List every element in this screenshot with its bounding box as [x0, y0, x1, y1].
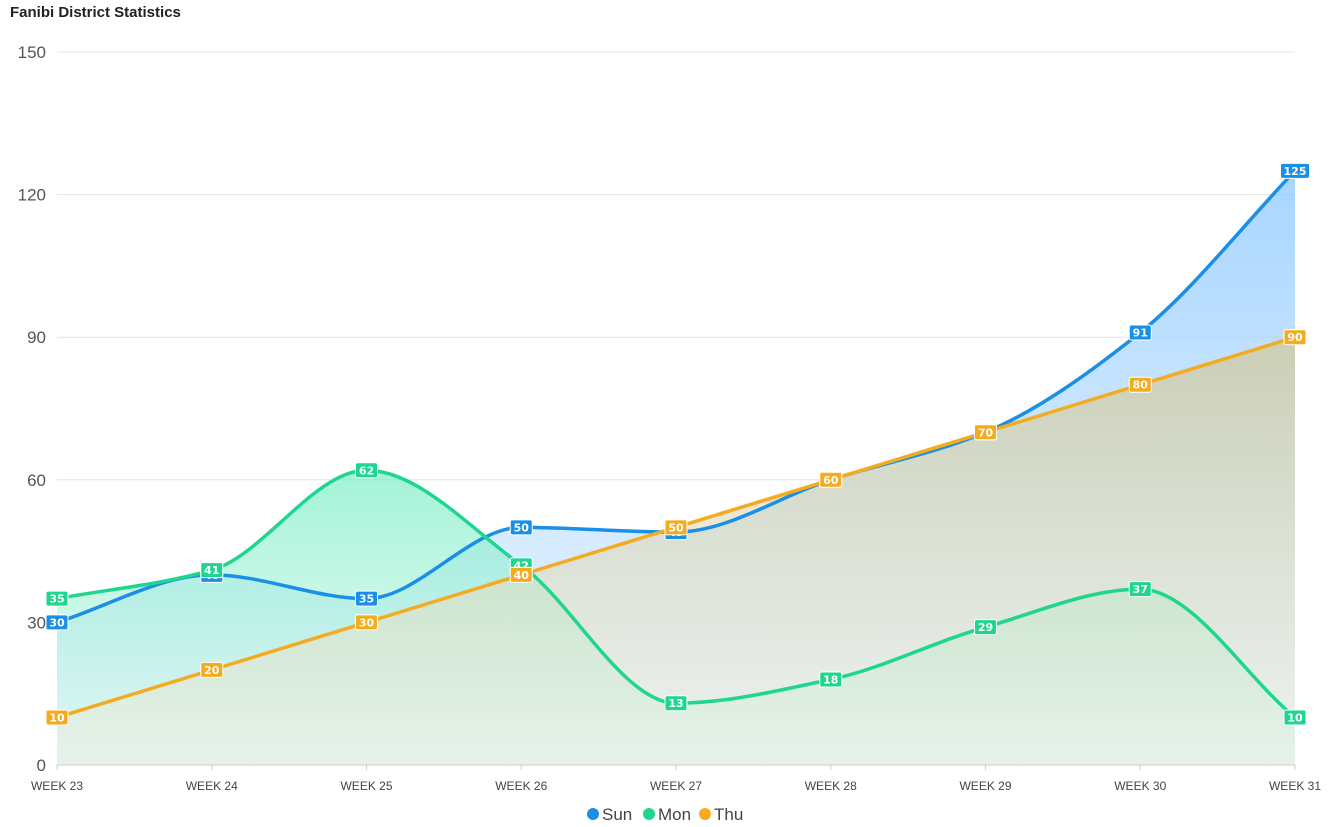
- y-tick-label: 120: [18, 186, 46, 205]
- data-label-text: 10: [1287, 711, 1303, 724]
- legend-layer: Sun Mon Thu: [587, 805, 743, 824]
- legend-item-sun: Sun: [587, 805, 632, 824]
- x-tick-label: WEEK 24: [186, 779, 238, 793]
- data-label-thu: 10: [45, 709, 69, 726]
- data-label-bg: [355, 462, 378, 479]
- data-label-text: 10: [49, 711, 65, 724]
- data-label-sun: 35: [355, 590, 378, 607]
- data-label-thu: 40: [509, 566, 533, 583]
- legend-marker: [643, 808, 655, 820]
- data-label-mon: 62: [355, 462, 378, 479]
- area-layer: [57, 170, 1295, 766]
- data-label-text: 62: [359, 464, 374, 477]
- data-label-text: 125: [1284, 165, 1307, 178]
- data-label-bg: [1283, 709, 1307, 726]
- y-tick-label: 90: [27, 328, 46, 347]
- data-label-text: 20: [204, 664, 220, 677]
- data-label-text: 60: [823, 474, 839, 487]
- data-label-bg: [1128, 324, 1152, 341]
- data-label-text: 30: [359, 616, 375, 629]
- data-label-text: 40: [514, 569, 530, 582]
- data-label-mon: 13: [664, 695, 688, 712]
- data-label-bg: [45, 590, 69, 607]
- data-label-bg: [819, 471, 843, 488]
- data-label-text: 91: [1133, 326, 1148, 339]
- data-label-bg: [355, 614, 378, 631]
- axis-layer: 0 30 60 90 120 150 WEEK 23 WEEK 24 WEEK 25 WEEK 2…: [18, 43, 1322, 793]
- data-label-mon: 41: [200, 562, 224, 579]
- data-label-thu: 80: [1128, 376, 1152, 393]
- data-label-text: 35: [49, 593, 64, 606]
- x-tick-label: WEEK 27: [650, 779, 702, 793]
- data-label-bg: [974, 619, 997, 636]
- x-tick-label: WEEK 26: [495, 779, 547, 793]
- x-tick-label: WEEK 25: [340, 779, 392, 793]
- x-tick-label: WEEK 28: [805, 779, 857, 793]
- y-tick-label: 150: [18, 43, 46, 62]
- data-label-sun: 50: [509, 519, 533, 536]
- data-label-mon: 35: [45, 590, 69, 607]
- data-label-bg: [1280, 162, 1310, 179]
- data-label-bg: [1128, 376, 1152, 393]
- data-label-thu: 30: [355, 614, 378, 631]
- data-label-mon: 29: [974, 619, 997, 636]
- y-tick-label: 0: [37, 756, 46, 775]
- data-label-thu: 60: [819, 471, 843, 488]
- legend-item-mon: Mon: [643, 805, 691, 824]
- data-label-bg: [664, 519, 688, 536]
- data-label-mon: 18: [819, 671, 843, 688]
- data-label-text: 37: [1133, 583, 1148, 596]
- legend-label: Thu: [714, 805, 743, 824]
- data-label-bg: [355, 590, 378, 607]
- data-label-bg: [509, 519, 533, 536]
- x-tick-label: WEEK 31: [1269, 779, 1321, 793]
- data-label-text: 29: [978, 621, 993, 634]
- legend-marker: [587, 808, 599, 820]
- data-label-sun: 91: [1128, 324, 1152, 341]
- legend-label: Sun: [602, 805, 632, 824]
- data-label-sun: 30: [45, 614, 69, 631]
- legend-item-thu: Thu: [699, 805, 743, 824]
- data-label-text: 13: [668, 697, 683, 710]
- label-layer: 3040355049607091125354162421318293710102…: [45, 162, 1310, 726]
- data-label-text: 70: [978, 426, 994, 439]
- data-label-bg: [200, 661, 224, 678]
- x-tick-label: WEEK 30: [1114, 779, 1166, 793]
- legend-label: Mon: [658, 805, 691, 824]
- x-tick-label: WEEK 23: [31, 779, 83, 793]
- data-label-thu: 50: [664, 519, 688, 536]
- data-label-bg: [1283, 329, 1307, 346]
- data-label-text: 50: [514, 521, 530, 534]
- data-label-bg: [45, 614, 69, 631]
- data-label-bg: [200, 562, 224, 579]
- data-label-text: 35: [359, 593, 374, 606]
- chart-title: Fanibi District Statistics: [10, 4, 181, 21]
- data-label-bg: [509, 566, 533, 583]
- data-label-text: 41: [204, 564, 219, 577]
- data-label-bg: [1128, 581, 1152, 598]
- data-label-text: 30: [49, 616, 65, 629]
- y-tick-label: 60: [27, 471, 46, 490]
- data-label-text: 90: [1287, 331, 1303, 344]
- data-label-text: 50: [668, 521, 684, 534]
- data-label-text: 18: [823, 673, 838, 686]
- data-label-bg: [664, 695, 688, 712]
- data-label-bg: [45, 709, 69, 726]
- data-label-thu: 90: [1283, 329, 1307, 346]
- legend-marker: [699, 808, 711, 820]
- data-label-mon: 10: [1283, 709, 1307, 726]
- data-label-thu: 70: [974, 424, 997, 441]
- area-thu: [57, 337, 1295, 765]
- data-label-sun: 125: [1280, 162, 1310, 179]
- data-label-thu: 20: [200, 661, 224, 678]
- data-label-bg: [819, 671, 843, 688]
- data-label-mon: 37: [1128, 581, 1152, 598]
- data-label-text: 80: [1133, 379, 1149, 392]
- y-tick-label: 30: [27, 613, 46, 632]
- data-label-bg: [974, 424, 997, 441]
- x-tick-label: WEEK 29: [959, 779, 1011, 793]
